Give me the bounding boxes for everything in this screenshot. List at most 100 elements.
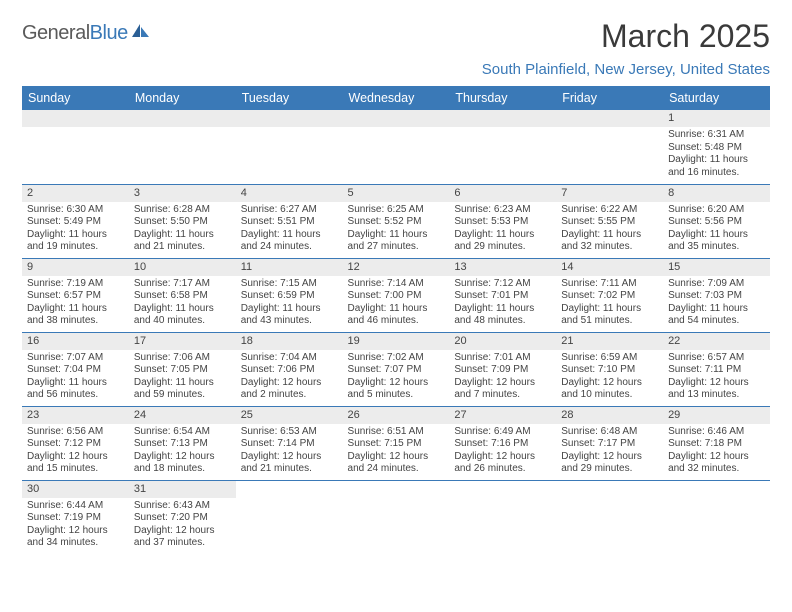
daylight-text-1: Daylight: 11 hours: [668, 303, 765, 316]
daylight-text-2: and 10 minutes.: [561, 389, 658, 402]
week-row: 30Sunrise: 6:44 AMSunset: 7:19 PMDayligh…: [22, 480, 770, 554]
day-details: Sunrise: 6:49 AMSunset: 7:16 PMDaylight:…: [449, 424, 556, 479]
sunset-text: Sunset: 7:01 PM: [454, 290, 551, 303]
day-cell: 23Sunrise: 6:56 AMSunset: 7:12 PMDayligh…: [22, 406, 129, 480]
empty-day-bar: [556, 110, 663, 127]
day-details: Sunrise: 7:12 AMSunset: 7:01 PMDaylight:…: [449, 276, 556, 331]
day-cell: 30Sunrise: 6:44 AMSunset: 7:19 PMDayligh…: [22, 480, 129, 554]
sunset-text: Sunset: 7:03 PM: [668, 290, 765, 303]
day-details: Sunrise: 7:17 AMSunset: 6:58 PMDaylight:…: [129, 276, 236, 331]
day-cell: 6Sunrise: 6:23 AMSunset: 5:53 PMDaylight…: [449, 184, 556, 258]
sunset-text: Sunset: 7:04 PM: [27, 364, 124, 377]
logo-text-b: Blue: [90, 22, 128, 44]
day-cell: 25 Sunrise: 6:53 AMSunset: 7:14 PMDayligh…: [236, 406, 343, 480]
daylight-text-2: and 43 minutes.: [241, 315, 338, 328]
daylight-text-1: Daylight: 12 hours: [134, 451, 231, 464]
daylight-text-2: and 7 minutes.: [454, 389, 551, 402]
sunset-text: Sunset: 5:51 PM: [241, 216, 338, 229]
day-number: 22: [663, 333, 770, 350]
daylight-text-2: and 24 minutes.: [348, 463, 445, 476]
sunset-text: Sunset: 7:09 PM: [454, 364, 551, 377]
sunset-text: Sunset: 5:50 PM: [134, 216, 231, 229]
daylight-text-1: Daylight: 12 hours: [348, 377, 445, 390]
daylight-text-2: and 2 minutes.: [241, 389, 338, 402]
empty-day-bar: [129, 110, 236, 127]
daylight-text-2: and 59 minutes.: [134, 389, 231, 402]
daylight-text-2: and 13 minutes.: [668, 389, 765, 402]
day-number: 23: [22, 407, 129, 424]
daylight-text-2: and 24 minutes.: [241, 241, 338, 254]
day-details: Sunrise: 7:14 AMSunset: 7:00 PMDaylight:…: [343, 276, 450, 331]
sunrise-text: Sunrise: 7:19 AM: [27, 278, 124, 291]
week-row: 23Sunrise: 6:56 AMSunset: 7:12 PMDayligh…: [22, 406, 770, 480]
sail-icon: [130, 22, 152, 45]
sunset-text: Sunset: 7:19 PM: [27, 512, 124, 525]
sunrise-text: Sunrise: 6:51 AM: [348, 426, 445, 439]
day-number: 25: [236, 407, 343, 424]
daylight-text-1: Daylight: 12 hours: [454, 377, 551, 390]
day-cell: 13Sunrise: 7:12 AMSunset: 7:01 PMDayligh…: [449, 258, 556, 332]
daylight-text-1: Daylight: 11 hours: [668, 154, 765, 167]
sunset-text: Sunset: 7:12 PM: [27, 438, 124, 451]
empty-day-bar: [236, 110, 343, 127]
sunrise-text: Sunrise: 7:15 AM: [241, 278, 338, 291]
day-details: Sunrise: 7:04 AMSunset: 7:06 PMDaylight:…: [236, 350, 343, 405]
day-cell: 28Sunrise: 6:48 AMSunset: 7:17 PMDayligh…: [556, 406, 663, 480]
daylight-text-1: Daylight: 11 hours: [241, 229, 338, 242]
day-cell: 15Sunrise: 7:09 AMSunset: 7:03 PMDayligh…: [663, 258, 770, 332]
daylight-text-1: Daylight: 11 hours: [348, 229, 445, 242]
dayname-5: Friday: [556, 86, 663, 110]
daylight-text-1: Daylight: 11 hours: [561, 229, 658, 242]
daylight-text-2: and 29 minutes.: [454, 241, 551, 254]
sunrise-text: Sunrise: 7:02 AM: [348, 352, 445, 365]
sunrise-text: Sunrise: 6:53 AM: [241, 426, 338, 439]
day-cell: 3Sunrise: 6:28 AMSunset: 5:50 PMDaylight…: [129, 184, 236, 258]
day-number: 12: [343, 259, 450, 276]
sunset-text: Sunset: 7:14 PM: [241, 438, 338, 451]
day-number: 7: [556, 185, 663, 202]
sunset-text: Sunset: 7:07 PM: [348, 364, 445, 377]
daylight-text-2: and 15 minutes.: [27, 463, 124, 476]
day-details: Sunrise: 6:43 AMSunset: 7:20 PMDaylight:…: [129, 498, 236, 553]
day-cell: [22, 110, 129, 184]
sunrise-text: Sunrise: 6:54 AM: [134, 426, 231, 439]
day-details: Sunrise: 7:19 AMSunset: 6:57 PMDaylight:…: [22, 276, 129, 331]
title-block: March 2025 South Plainfield, New Jersey,…: [482, 18, 770, 78]
daylight-text-2: and 32 minutes.: [561, 241, 658, 254]
day-cell: [343, 480, 450, 554]
daylight-text-2: and 18 minutes.: [134, 463, 231, 476]
sunrise-text: Sunrise: 6:46 AM: [668, 426, 765, 439]
sunrise-text: Sunrise: 7:01 AM: [454, 352, 551, 365]
daylight-text-2: and 46 minutes.: [348, 315, 445, 328]
daylight-text-2: and 51 minutes.: [561, 315, 658, 328]
daylight-text-2: and 54 minutes.: [668, 315, 765, 328]
day-cell: 19 Sunrise: 7:02 AMSunset: 7:07 PMDayligh…: [343, 332, 450, 406]
daylight-text-1: Daylight: 12 hours: [241, 451, 338, 464]
daylight-text-1: Daylight: 12 hours: [134, 525, 231, 538]
sunrise-text: Sunrise: 6:28 AM: [134, 204, 231, 217]
sunset-text: Sunset: 6:57 PM: [27, 290, 124, 303]
day-number: 30: [22, 481, 129, 498]
sunset-text: Sunset: 7:00 PM: [348, 290, 445, 303]
sunset-text: Sunset: 6:58 PM: [134, 290, 231, 303]
day-number: 19: [343, 333, 450, 350]
day-number: 16: [22, 333, 129, 350]
day-details: Sunrise: 6:51 AMSunset: 7:15 PMDaylight:…: [343, 424, 450, 479]
day-cell: 22Sunrise: 6:57 AMSunset: 7:11 PMDayligh…: [663, 332, 770, 406]
day-details: Sunrise: 7:01 AMSunset: 7:09 PMDaylight:…: [449, 350, 556, 405]
day-cell: 11Sunrise: 7:15 AMSunset: 6:59 PMDayligh…: [236, 258, 343, 332]
daylight-text-1: Daylight: 11 hours: [241, 303, 338, 316]
daylight-text-2: and 5 minutes.: [348, 389, 445, 402]
day-number: 3: [129, 185, 236, 202]
day-cell: [663, 480, 770, 554]
day-cell: 10Sunrise: 7:17 AMSunset: 6:58 PMDayligh…: [129, 258, 236, 332]
sunset-text: Sunset: 7:05 PM: [134, 364, 231, 377]
dayname-6: Saturday: [663, 86, 770, 110]
sunrise-text: Sunrise: 6:49 AM: [454, 426, 551, 439]
day-details: Sunrise: 6:30 AMSunset: 5:49 PMDaylight:…: [22, 202, 129, 257]
sunset-text: Sunset: 7:02 PM: [561, 290, 658, 303]
daylight-text-2: and 48 minutes.: [454, 315, 551, 328]
daylight-text-1: Daylight: 12 hours: [241, 377, 338, 390]
dayname-0: Sunday: [22, 86, 129, 110]
daylight-text-2: and 19 minutes.: [27, 241, 124, 254]
